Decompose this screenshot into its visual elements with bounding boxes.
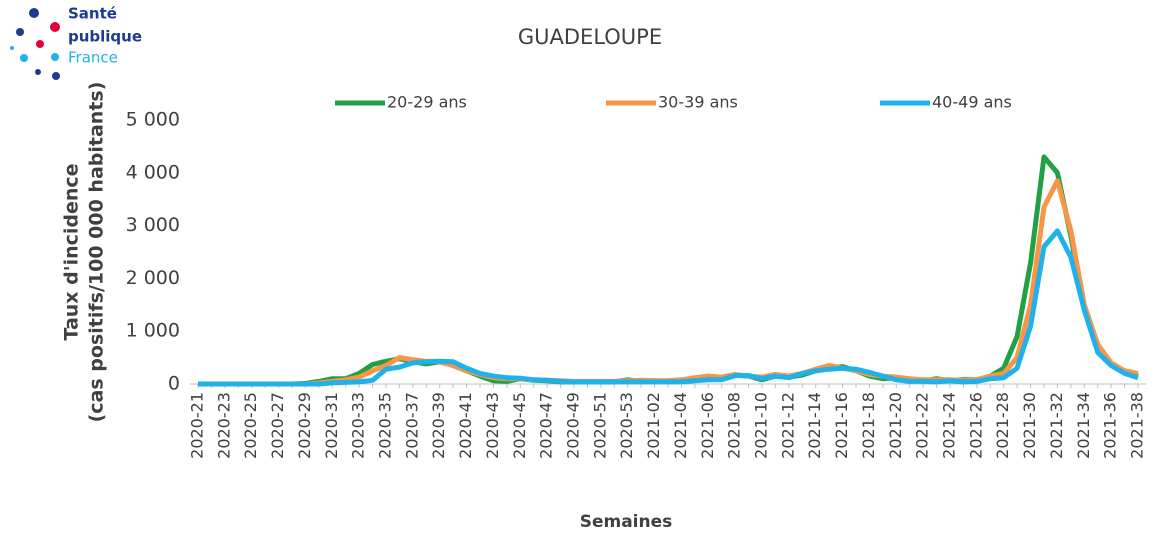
y-tick-label: 1 000 (126, 320, 180, 342)
logo-dot (20, 54, 28, 62)
x-tick-label: 2021-14 (805, 392, 824, 459)
logo-dot (50, 22, 60, 32)
legend-label: 20-29 ans (387, 93, 467, 112)
x-tick-label: 2020-23 (214, 392, 233, 459)
x-tick-label: 2020-39 (429, 392, 448, 459)
legend-label: 40-49 ans (932, 93, 1012, 112)
logo-dot (10, 46, 14, 50)
series-line (198, 154, 1139, 387)
logo: Santé publique France (10, 5, 142, 80)
x-tick-label: 2021-02 (644, 392, 663, 459)
x-tick-label: 2020-35 (376, 392, 395, 459)
chart-title: GUADELOUPE (518, 25, 662, 49)
x-tick-label: 2020-43 (483, 392, 502, 459)
logo-dot (16, 28, 24, 36)
x-tick-label: 2021-12 (778, 392, 797, 459)
y-axis-label: Taux d'incidence (61, 163, 83, 340)
x-tick-label: 2021-34 (1074, 392, 1093, 459)
x-tick-label: 2021-32 (1047, 392, 1066, 459)
logo-text: publique (68, 28, 142, 46)
x-tick-label: 2020-27 (268, 392, 287, 459)
x-tick-label: 2020-29 (295, 392, 314, 459)
y-tick-label: 2 000 (126, 267, 180, 289)
legend-label: 30-39 ans (658, 93, 738, 112)
x-tick-label: 2020-47 (537, 392, 556, 459)
x-tick-label: 2020-25 (241, 392, 260, 459)
x-tick-label: 2020-51 (590, 392, 609, 459)
logo-text: France (68, 49, 118, 67)
logo-dot (29, 8, 39, 18)
y-tick-label: 5 000 (126, 109, 180, 131)
x-tick-label: 2021-36 (1101, 392, 1120, 459)
y-tick-label: 4 000 (126, 161, 180, 183)
logo-dot (35, 69, 41, 75)
x-tick-label: 2021-30 (1020, 392, 1039, 459)
x-tick-label: 2021-24 (940, 392, 959, 459)
logo-dot (51, 53, 59, 61)
series-line (198, 178, 1139, 387)
x-tick-label: 2020-41 (456, 392, 475, 459)
x-tick-label: 2021-28 (993, 392, 1012, 459)
x-tick-label: 2020-33 (349, 392, 368, 459)
x-tick-label: 2021-18 (859, 392, 878, 459)
x-tick-label: 2021-20 (886, 392, 905, 459)
x-tick-label: 2020-31 (322, 392, 341, 459)
y-axis-label: (cas positifs/100 000 habitants) (86, 82, 108, 423)
x-tick-label: 2020-37 (402, 392, 421, 459)
logo-dot (52, 72, 60, 80)
x-tick-label: 2021-10 (752, 392, 771, 459)
x-tick-label: 2021-08 (725, 392, 744, 459)
x-tick-label: 2021-26 (966, 392, 985, 459)
x-tick-label: 2020-21 (188, 392, 207, 459)
y-tick-label: 0 (168, 373, 180, 395)
x-tick-label: 2021-04 (671, 392, 690, 459)
series-line (198, 228, 1139, 387)
x-tick-label: 2021-16 (832, 392, 851, 459)
x-tick-label: 2020-49 (564, 392, 583, 459)
x-tick-label: 2021-38 (1128, 392, 1147, 459)
x-tick-label: 2021-22 (913, 392, 932, 459)
x-axis-label: Semaines (580, 512, 673, 532)
y-tick-label: 3 000 (126, 214, 180, 236)
x-tick-label: 2021-06 (698, 392, 717, 459)
x-tick-label: 2020-45 (510, 392, 529, 459)
logo-text: Santé (68, 5, 117, 23)
logo-dot (36, 40, 44, 48)
x-tick-label: 2020-53 (617, 392, 636, 459)
